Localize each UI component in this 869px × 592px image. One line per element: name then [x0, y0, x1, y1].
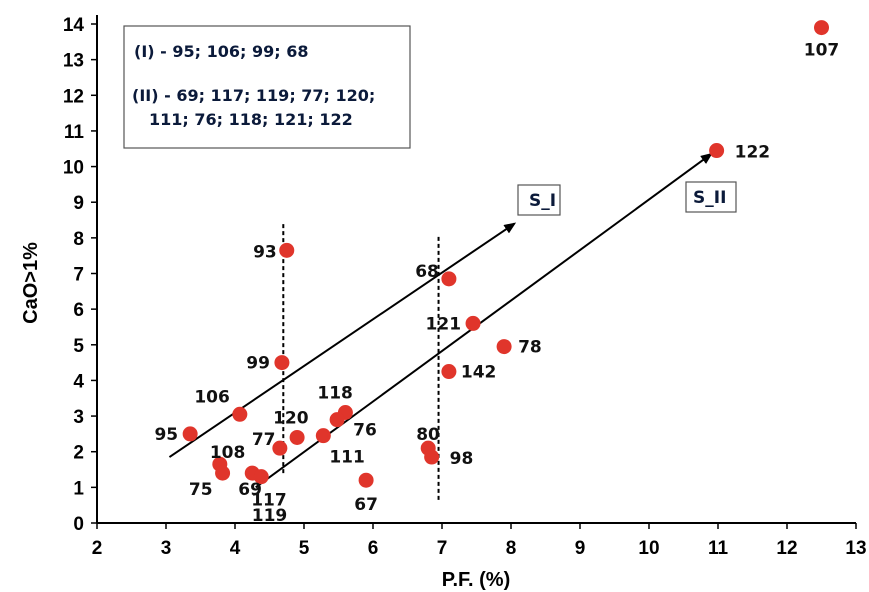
trend-label-s2-text: S_II	[693, 188, 726, 208]
data-label: 77	[252, 430, 276, 450]
y-tick-label: 9	[73, 193, 84, 214]
y-tick-label: 3	[73, 407, 84, 428]
data-point	[424, 449, 440, 465]
x-tick-label: 7	[437, 538, 448, 559]
trend-label-s1-text: S_I	[529, 191, 556, 211]
y-tick-label: 14	[63, 15, 85, 36]
data-label: 69	[238, 480, 262, 500]
trend-label-s2: S_II	[685, 181, 737, 213]
data-label: 122	[735, 143, 771, 163]
data-label: 99	[246, 354, 270, 374]
x-tick-label: 12	[776, 538, 797, 559]
data-label: 142	[461, 363, 497, 383]
y-tick-label: 6	[73, 300, 84, 321]
data-point	[709, 143, 725, 159]
data-label: 118	[317, 384, 353, 404]
data-label: 111	[329, 448, 365, 468]
data-point	[329, 412, 345, 428]
x-tick-label: 8	[506, 538, 517, 559]
data-label: 108	[210, 443, 246, 463]
y-tick-label: 0	[73, 514, 84, 535]
data-label: 120	[273, 408, 309, 428]
x-tick-label: 4	[230, 538, 241, 559]
data-point	[315, 428, 331, 444]
data-label: 76	[353, 421, 377, 441]
legend: (I) - 95; 106; 99; 68 (II) - 69; 117; 11…	[123, 25, 411, 149]
data-point	[253, 469, 269, 485]
data-point	[289, 429, 305, 445]
data-label: 107	[804, 41, 840, 61]
data-label: 95	[154, 425, 178, 445]
data-label: 68	[415, 262, 439, 282]
x-tick-label: 13	[845, 538, 866, 559]
data-points	[182, 20, 829, 488]
legend-box	[123, 25, 411, 149]
x-tick-label: 5	[299, 538, 310, 559]
y-tick-label: 4	[73, 371, 84, 392]
data-point	[441, 364, 457, 380]
data-label: 75	[189, 480, 213, 500]
data-point	[465, 315, 481, 331]
y-tick-label: 2	[73, 443, 84, 464]
data-label: 78	[518, 338, 542, 358]
data-label: 121	[426, 314, 462, 334]
y-tick-label: 1	[73, 478, 84, 499]
data-point	[496, 339, 512, 355]
trend-label-s1: S_I	[517, 184, 561, 216]
data-label: 117	[251, 491, 287, 511]
y-tick-label: 10	[63, 158, 84, 179]
data-point	[814, 20, 829, 36]
x-tick-label: 2	[92, 538, 103, 559]
y-axis-title: CaO>1%	[20, 242, 42, 324]
data-label: 98	[450, 449, 474, 469]
data-point	[215, 465, 231, 481]
data-point	[272, 440, 288, 456]
data-point	[279, 242, 295, 258]
trend-arrow	[168, 222, 517, 458]
x-axis-title: P.F. (%)	[442, 569, 511, 591]
x-tick-label: 10	[638, 538, 659, 559]
data-label: 93	[253, 242, 277, 262]
legend-line-3: 111; 76; 118; 121; 122	[149, 110, 353, 129]
y-tick-label: 8	[73, 229, 84, 250]
trend-arrow	[255, 152, 713, 489]
data-point	[232, 406, 248, 422]
data-point	[182, 426, 198, 442]
y-tick-label: 13	[63, 51, 84, 72]
y-tick-label: 7	[73, 265, 84, 286]
trend-lines	[168, 152, 713, 489]
x-tick-label: 9	[575, 538, 586, 559]
y-tick-label: 5	[73, 336, 84, 357]
x-tick-label: 11	[708, 538, 729, 559]
data-point	[274, 355, 290, 371]
x-tick-label: 3	[161, 538, 172, 559]
legend-line-1: (I) - 95; 106; 99; 68	[134, 42, 308, 61]
data-label: 106	[194, 387, 230, 407]
data-label: 119	[252, 506, 288, 526]
x-tick-label: 6	[368, 538, 379, 559]
data-point	[441, 271, 457, 287]
y-tick-label: 11	[64, 122, 85, 143]
data-label: 67	[354, 495, 378, 515]
y-tick-label: 12	[63, 86, 84, 107]
data-point	[358, 472, 374, 488]
data-label: 80	[416, 425, 440, 445]
legend-line-2: (II) - 69; 117; 119; 77; 120;	[132, 86, 375, 105]
